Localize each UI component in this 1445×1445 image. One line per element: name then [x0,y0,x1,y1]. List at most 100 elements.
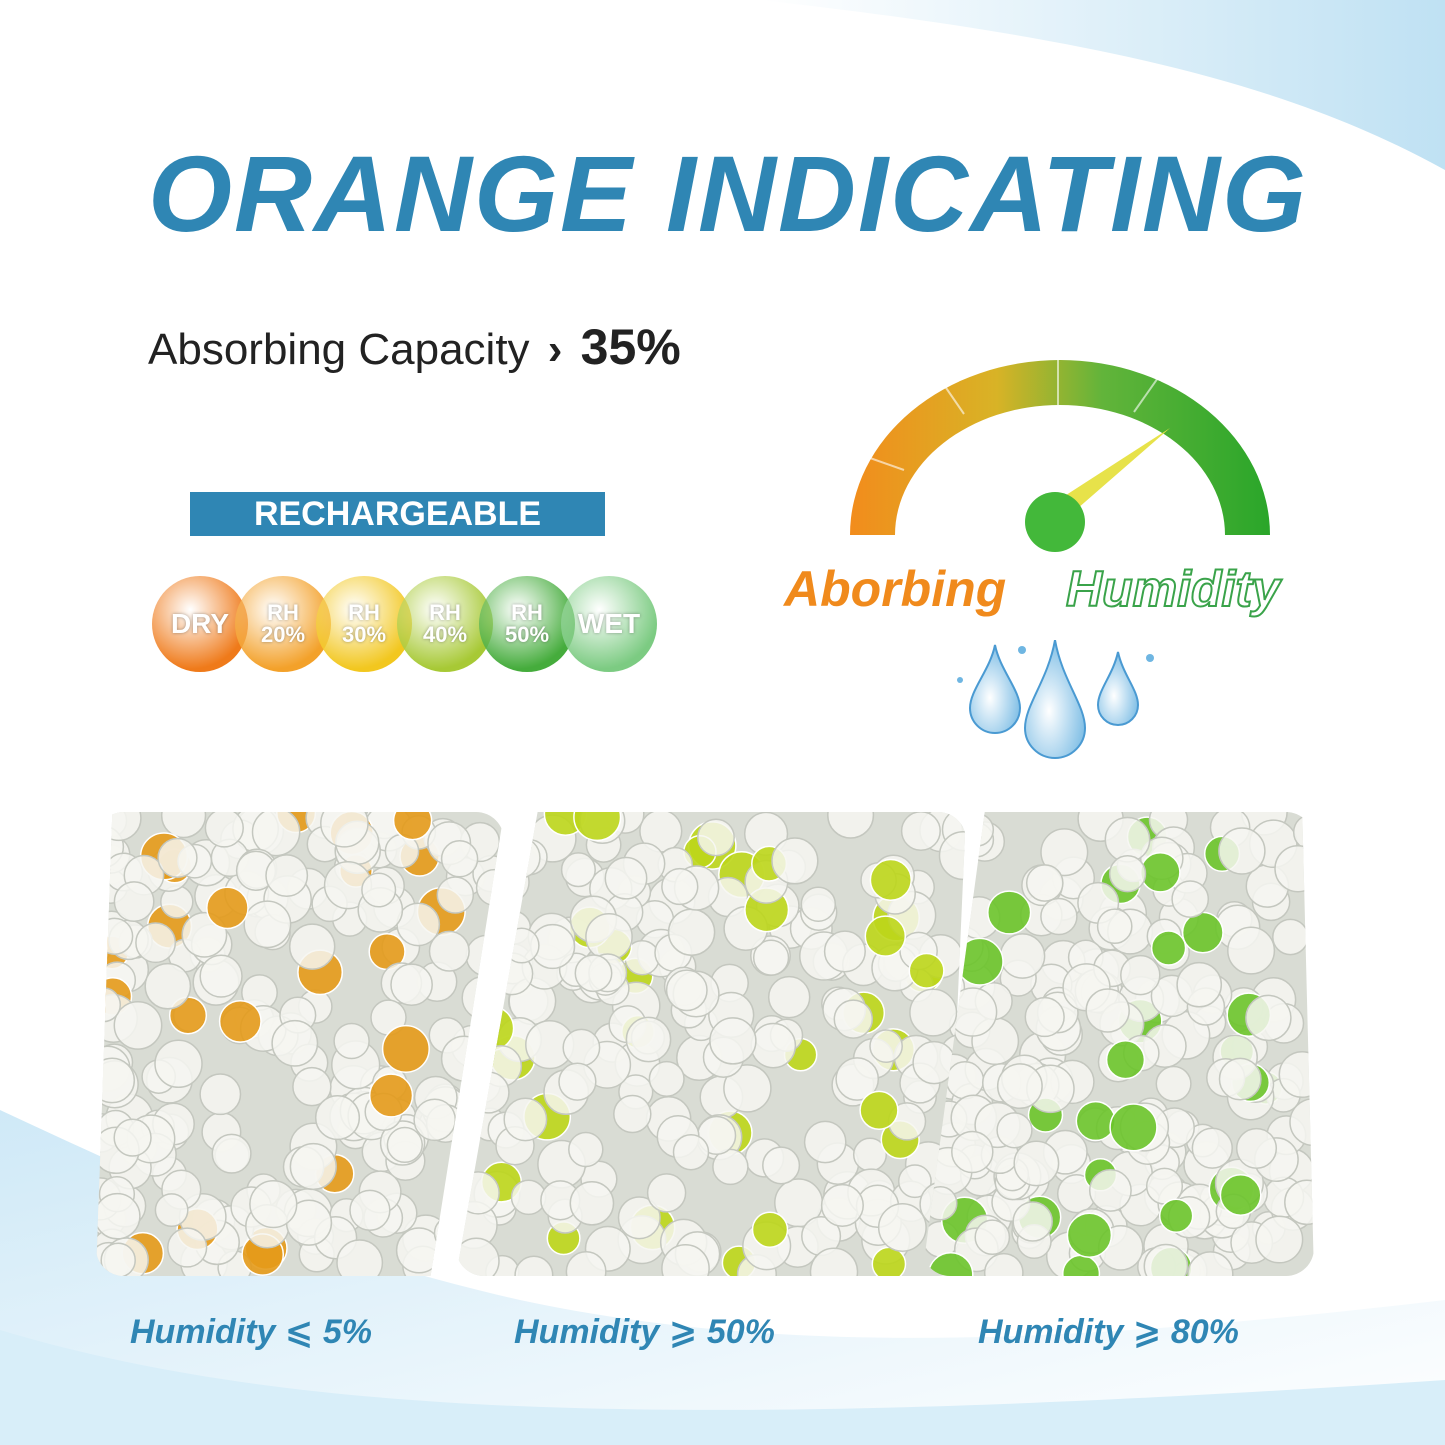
clear-bead [823,930,866,973]
chevron-right-icon: › [547,325,563,374]
indicator-dot-value: 30% [341,622,387,647]
clear-bead [974,1219,1011,1256]
tinted-bead [381,1024,430,1073]
clear-bead [996,1112,1033,1149]
clear-bead [413,1098,457,1142]
clear-bead [1025,864,1064,902]
tinted-bead [368,1073,414,1118]
clear-bead [1176,961,1223,1008]
clear-bead [1235,1127,1278,1169]
clear-bead [752,939,790,976]
clear-bead [1191,1127,1233,1169]
clear-bead [167,1227,208,1268]
indicator-dot: DRY [152,576,248,672]
clear-bead [160,812,207,839]
indicator-dot-value: 20% [260,622,306,647]
bead-photo-3 [922,812,1314,1276]
clear-bead [803,1120,847,1164]
bead-photo-1 [96,812,504,1276]
clear-bead [1255,1215,1304,1264]
clear-bead [514,1255,554,1276]
clear-bead [820,1183,864,1227]
clear-bead [869,1029,903,1063]
clear-bead [827,812,875,839]
clear-bead [428,930,470,972]
clear-bead [199,1073,242,1116]
clear-bead [1155,1065,1192,1102]
clear-bead [661,867,699,906]
clear-bead [900,812,941,852]
clear-bead [154,1039,203,1089]
clear-bead [585,912,633,961]
clear-bead [144,962,192,1010]
clear-bead [1012,1201,1053,1242]
clear-bead [558,1062,597,1101]
gauge-caption-absorbing: Aborbing [784,561,1007,617]
tinted-bead [392,812,433,841]
clear-bead [251,812,301,857]
clear-bead [672,1133,710,1171]
clear-bead [771,837,819,885]
clear-bead [1085,988,1130,1033]
capacity-line: Absorbing Capacity › 35% [148,318,681,376]
clear-bead [1284,1179,1314,1226]
indicator-dot-label: RH [511,600,543,625]
clear-bead [113,1000,163,1050]
indicator-dot-value: 50% [504,622,550,647]
clear-bead [100,1242,136,1276]
tinted-bead [1139,851,1181,893]
clear-bead [835,1057,880,1101]
clear-bead [199,954,243,998]
clear-bead [503,1097,548,1142]
clear-bead [436,876,475,914]
humidity-label-3: Humidity ⩾ 80% [978,1313,1239,1351]
clear-bead [625,1016,672,1063]
clear-bead [667,908,716,956]
clear-bead [1108,855,1147,893]
tinted-bead [1109,1103,1158,1152]
capacity-label: Absorbing Capacity [148,325,530,374]
clear-bead [697,818,735,857]
tinted-bead [908,952,945,989]
clear-bead [712,1148,749,1186]
clear-bead [574,954,613,993]
clear-bead [897,1164,932,1199]
clear-bead [292,1066,332,1107]
gauge-caption-humidity: Humidity [1065,560,1281,618]
bead-photo-2 [456,812,966,1276]
clear-bead [1120,954,1161,996]
tinted-bead [573,812,622,842]
tinted-bead [864,915,907,957]
clear-bead [349,1189,391,1231]
clear-bead [909,988,958,1037]
clear-bead [1171,880,1210,918]
clear-bead [211,1133,252,1174]
clear-bead [762,1146,801,1185]
clear-bead [569,1180,615,1226]
clear-bead [723,1064,772,1113]
clear-bead [314,1095,361,1141]
clear-bead [135,922,177,964]
clear-bead [800,886,837,922]
tinted-bead [859,1090,899,1130]
clear-bead [983,1252,1024,1276]
clear-bead [1024,996,1065,1038]
clear-bead [1013,1140,1060,1187]
indicator-dot: RH 30% [316,576,412,672]
clear-bead [617,1196,661,1240]
clear-bead [996,1063,1043,1110]
tinted-bead [1105,1040,1146,1080]
clear-bead [333,1022,370,1060]
clear-bead [646,1173,687,1213]
tinted-bead [1158,1198,1194,1233]
clear-bead [1040,897,1078,936]
clear-bead [877,1203,927,1252]
clear-bead [945,1061,985,1100]
water-drops-icon [957,640,1154,759]
clear-bead [951,1130,994,1174]
clear-bead [265,854,309,898]
clear-bead [833,999,874,1039]
rechargeable-badge: RECHARGEABLE [190,492,605,536]
